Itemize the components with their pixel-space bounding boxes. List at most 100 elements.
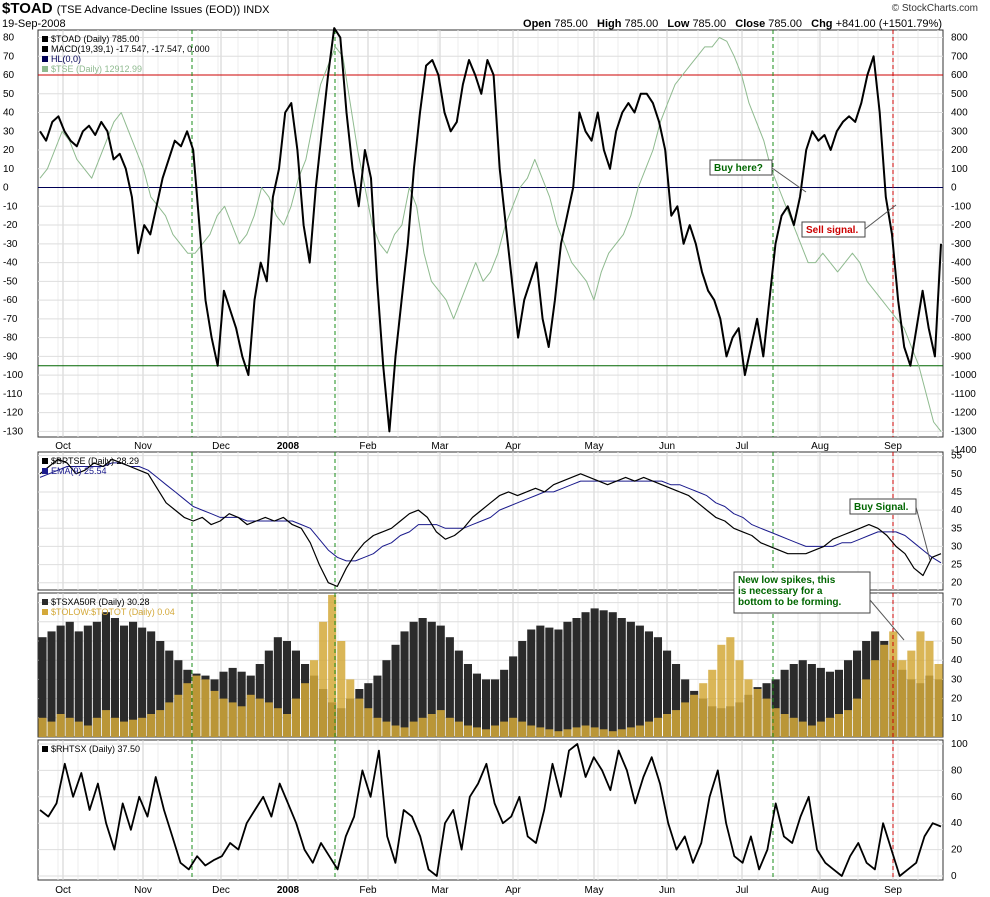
tsxa50r-bar (807, 664, 816, 737)
tolow-bar (690, 694, 699, 737)
legend-entry: HL(0,0) (51, 54, 81, 64)
chart-title: $TOAD (TSE Advance-Decline Issues (EOD))… (2, 0, 269, 17)
tsxa50r-bar (92, 621, 101, 737)
tolow-bar (355, 698, 364, 737)
tolow-bar (853, 698, 862, 737)
month-label: Dec (212, 885, 230, 896)
tolow-bar (38, 717, 47, 737)
tsxa50r-bar (165, 650, 174, 737)
tsxa50r-bar (147, 631, 156, 737)
annotation-box (733, 571, 871, 614)
tsxa50r-bar (409, 621, 418, 737)
right-tick-label: 700 (951, 51, 968, 62)
bptse-panel (37, 451, 944, 591)
month-label: Jul (736, 441, 749, 452)
right-tick-label: 60 (951, 792, 963, 803)
right-tick-label: -1100 (951, 389, 976, 400)
tolow-bar (237, 706, 246, 737)
tolow-bar (744, 679, 753, 737)
tsxa50r-bar (47, 631, 56, 737)
tsxa50r-bar (454, 650, 463, 737)
tolow-bar (572, 727, 581, 737)
buy-signal-pointer (915, 506, 931, 561)
tsxa50r-bar (120, 625, 129, 737)
tsxa50r-bar (853, 650, 862, 737)
right-tick-label: 50 (951, 636, 963, 647)
left-tick-label: 0 (3, 183, 9, 194)
tsxa50r-bar (816, 667, 825, 737)
legend-swatch (42, 66, 48, 72)
tolow-bar (364, 708, 373, 737)
right-tick-label: 100 (951, 739, 968, 750)
tolow-bar (246, 694, 255, 737)
tolow-bar (409, 721, 418, 737)
tolow-bar (201, 679, 210, 737)
left-tick-label: -120 (3, 408, 23, 419)
tsxa50r-bar (518, 641, 527, 737)
tsxa50r-bar (138, 627, 147, 737)
right-tick-label: -1200 (951, 408, 977, 419)
left-tick-label: 40 (3, 108, 15, 119)
tolow-bar (563, 729, 572, 737)
tsxa50r-bar (156, 641, 165, 737)
left-tick-label: -40 (3, 258, 18, 269)
month-label: Nov (134, 441, 152, 452)
legend-entry: EMA(9) 25.54 (51, 466, 107, 476)
right-tick-label: 300 (951, 126, 968, 137)
tolow-bar (156, 710, 165, 737)
right-tick-label: 40 (951, 818, 963, 829)
month-label: Apr (505, 441, 521, 452)
month-label: 2008 (277, 441, 300, 452)
left-tick-label: 30 (3, 126, 15, 137)
tsxa50r-bar (663, 650, 672, 737)
tolow-bar (834, 714, 843, 737)
tsxa50r-bar (56, 625, 65, 737)
tolow-bar (708, 669, 717, 737)
high-value: 785.00 (624, 18, 659, 30)
tolow-bar (617, 729, 626, 737)
right-tick-label: 20 (951, 578, 963, 589)
right-tick-label: 20 (951, 845, 963, 856)
tolow-bar (210, 690, 219, 737)
legend-swatch (42, 56, 48, 62)
buy-signal-annotation: Buy Signal. (849, 498, 917, 515)
tolow-bar (391, 725, 400, 737)
tolow-bar (626, 727, 635, 737)
tsxa50r-bar (599, 610, 608, 737)
month-label: May (585, 885, 604, 896)
tsxa50r-bar (500, 669, 509, 737)
tsxa50r-bar (509, 656, 518, 737)
right-tick-label: 30 (951, 541, 963, 552)
right-tick-label: 25 (951, 560, 963, 571)
left-tick-label: -30 (3, 239, 18, 250)
macd-series-line (39, 27, 942, 433)
right-tick-label: -700 (951, 314, 971, 325)
month-label: Feb (359, 441, 377, 452)
tolow-bar (463, 725, 472, 737)
month-label: Sep (884, 885, 902, 896)
high-label: High (597, 18, 622, 30)
tolow-bar (717, 644, 726, 737)
tolow-bar (807, 725, 816, 737)
tsxa50r-bar (101, 612, 110, 737)
right-tick-label: -1000 (951, 370, 977, 381)
tolow-bar (771, 708, 780, 737)
annotation-text: is necessary for a (738, 586, 823, 597)
right-tick-label: -400 (951, 258, 971, 269)
tsxa50r-bar (789, 664, 798, 737)
tolow-bar (74, 721, 83, 737)
month-label: Jul (736, 885, 749, 896)
tsxa50r-bar (472, 673, 481, 737)
tolow-bar (264, 702, 273, 737)
tolow-bar (301, 683, 310, 737)
tolow-bar (844, 710, 853, 737)
tolow-bar (608, 731, 617, 737)
tsxa50r-bar (237, 671, 246, 737)
annotation-text: New low spikes, this (738, 575, 836, 586)
tolow-bar (635, 725, 644, 737)
month-label: Mar (431, 885, 449, 896)
right-tick-label: 60 (951, 617, 963, 628)
legend-swatch (42, 599, 48, 605)
tolow-bar (916, 631, 925, 737)
tolow-bar (726, 637, 735, 737)
